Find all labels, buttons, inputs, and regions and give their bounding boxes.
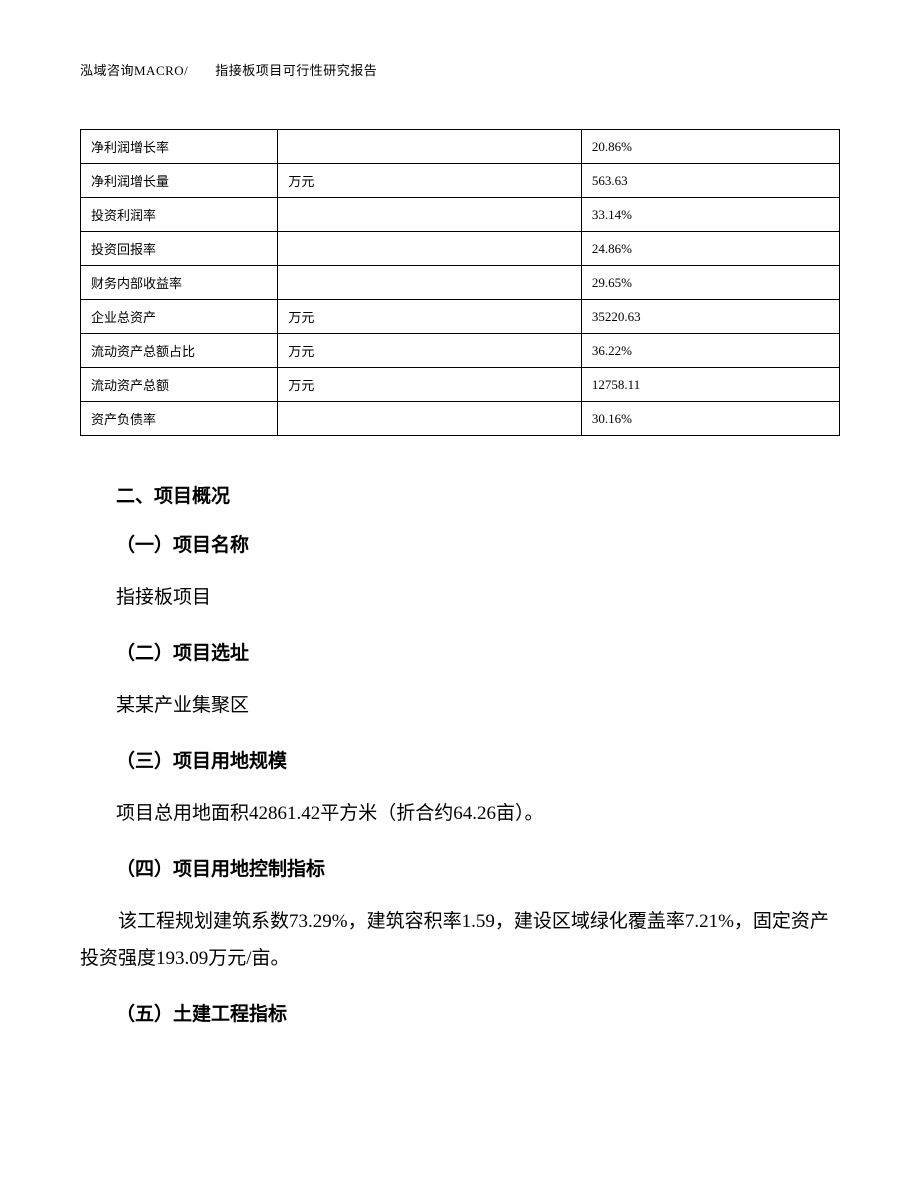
metric-label: 净利润增长量 bbox=[81, 164, 278, 198]
metric-label: 投资回报率 bbox=[81, 232, 278, 266]
project-name-text: 指接板项目 bbox=[116, 579, 830, 616]
metric-label: 净利润增长率 bbox=[81, 130, 278, 164]
page-header: 泓域咨询MACRO/ 指接板项目可行性研究报告 bbox=[80, 60, 840, 79]
land-control-text: 该工程规划建筑系数73.29%，建筑容积率1.59，建设区域绿化覆盖率7.21%… bbox=[80, 903, 830, 977]
financial-metrics-table: 净利润增长率 20.86% 净利润增长量 万元 563.63 投资利润率 33.… bbox=[80, 129, 840, 436]
metric-value: 36.22% bbox=[581, 334, 839, 368]
project-location-text: 某某产业集聚区 bbox=[116, 687, 830, 724]
sub-heading-project-location: （二）项目选址 bbox=[116, 638, 830, 665]
table-row: 财务内部收益率 29.65% bbox=[81, 266, 840, 300]
metric-value: 33.14% bbox=[581, 198, 839, 232]
metric-unit bbox=[278, 232, 582, 266]
table-row: 投资回报率 24.86% bbox=[81, 232, 840, 266]
metric-label: 流动资产总额 bbox=[81, 368, 278, 402]
metric-label: 财务内部收益率 bbox=[81, 266, 278, 300]
metric-label: 流动资产总额占比 bbox=[81, 334, 278, 368]
metric-value: 30.16% bbox=[581, 402, 839, 436]
sub-heading-construction: （五）土建工程指标 bbox=[116, 999, 830, 1026]
sub-heading-project-name: （一）项目名称 bbox=[116, 530, 830, 557]
metric-unit: 万元 bbox=[278, 368, 582, 402]
document-content: 二、项目概况 （一）项目名称 指接板项目 （二）项目选址 某某产业集聚区 （三）… bbox=[80, 481, 840, 1026]
document-page: 泓域咨询MACRO/ 指接板项目可行性研究报告 净利润增长率 20.86% 净利… bbox=[0, 0, 920, 1108]
metric-unit: 万元 bbox=[278, 334, 582, 368]
table-row: 流动资产总额占比 万元 36.22% bbox=[81, 334, 840, 368]
table-row: 净利润增长量 万元 563.63 bbox=[81, 164, 840, 198]
metric-value: 24.86% bbox=[581, 232, 839, 266]
metric-value: 29.65% bbox=[581, 266, 839, 300]
metric-value: 35220.63 bbox=[581, 300, 839, 334]
metric-label: 投资利润率 bbox=[81, 198, 278, 232]
metric-value: 20.86% bbox=[581, 130, 839, 164]
metric-unit bbox=[278, 130, 582, 164]
table-row: 流动资产总额 万元 12758.11 bbox=[81, 368, 840, 402]
metric-unit: 万元 bbox=[278, 164, 582, 198]
table-row: 投资利润率 33.14% bbox=[81, 198, 840, 232]
metric-label: 企业总资产 bbox=[81, 300, 278, 334]
metric-unit bbox=[278, 402, 582, 436]
metric-value: 563.63 bbox=[581, 164, 839, 198]
sub-heading-land-scale: （三）项目用地规模 bbox=[116, 746, 830, 773]
land-scale-text: 项目总用地面积42861.42平方米（折合约64.26亩）。 bbox=[116, 795, 830, 832]
metric-value: 12758.11 bbox=[581, 368, 839, 402]
metric-unit bbox=[278, 198, 582, 232]
metric-unit bbox=[278, 266, 582, 300]
section-heading-overview: 二、项目概况 bbox=[116, 481, 830, 508]
metric-label: 资产负债率 bbox=[81, 402, 278, 436]
table-row: 资产负债率 30.16% bbox=[81, 402, 840, 436]
table-row: 净利润增长率 20.86% bbox=[81, 130, 840, 164]
metric-unit: 万元 bbox=[278, 300, 582, 334]
table-row: 企业总资产 万元 35220.63 bbox=[81, 300, 840, 334]
sub-heading-land-control: （四）项目用地控制指标 bbox=[116, 854, 830, 881]
